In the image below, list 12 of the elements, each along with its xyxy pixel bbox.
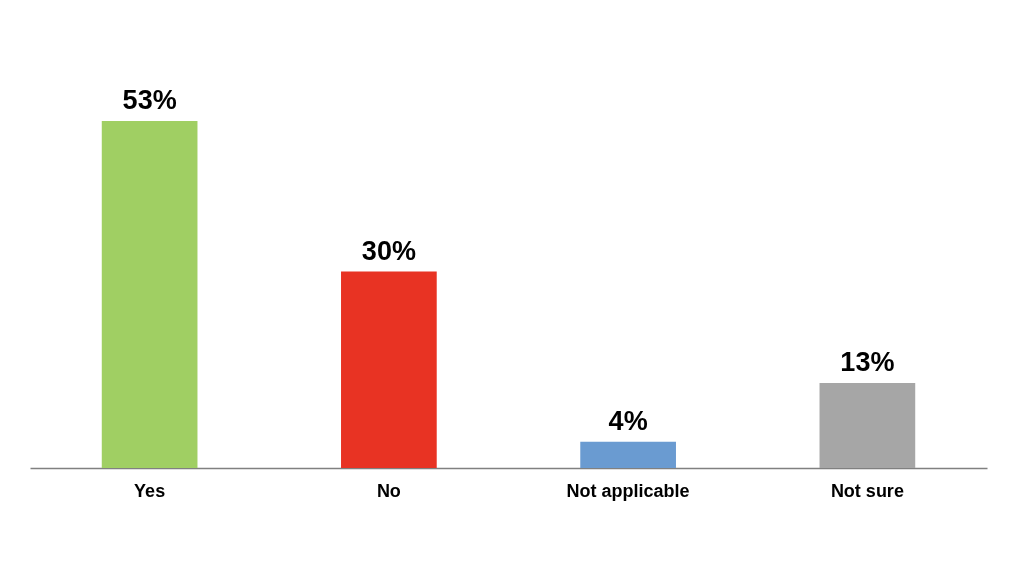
x-tick-label: Not sure (830, 480, 904, 501)
bar (819, 382, 916, 468)
x-tick-label: Yes (134, 480, 166, 501)
bar (580, 441, 676, 468)
bar (101, 121, 198, 468)
data-label: 4% (608, 405, 648, 436)
x-tick-label: No (376, 480, 401, 501)
data-label: 30% (361, 235, 416, 266)
x-tick-label: Not applicable (566, 480, 690, 501)
data-label: 13% (840, 346, 895, 377)
data-label: 53% (122, 85, 177, 115)
bar (341, 271, 437, 468)
